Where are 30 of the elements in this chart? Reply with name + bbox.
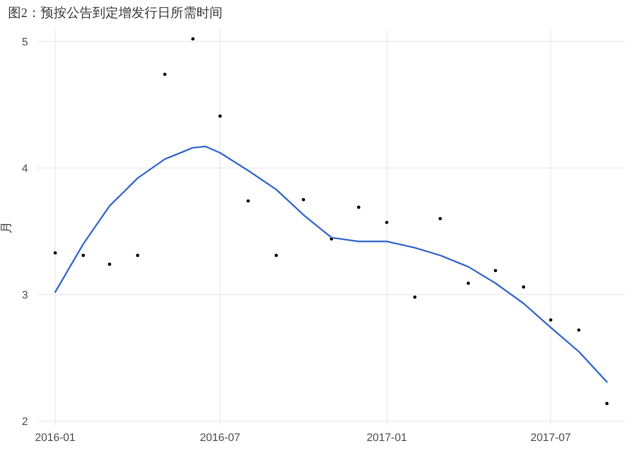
point [108, 262, 112, 266]
point [413, 296, 416, 299]
y-tick-label: 5 [22, 36, 28, 48]
x-tick-label: 2017-01 [366, 432, 407, 444]
point [577, 328, 580, 332]
point [438, 217, 442, 220]
point [522, 285, 526, 289]
y-axis-title: 月 [0, 222, 13, 234]
x-tick-label: 2016-01 [35, 432, 76, 444]
x-tick-label: 2016-07 [200, 432, 240, 444]
point [302, 198, 306, 202]
point [385, 220, 388, 224]
point [163, 72, 166, 76]
point [357, 206, 360, 209]
y-tick-label: 4 [22, 162, 28, 175]
point [494, 268, 498, 272]
y-tick-label: 2 [22, 416, 28, 428]
chart-title: 图2：预按公告到定增发行日所需时间 [8, 5, 222, 20]
x-tick-label: 2017-07 [530, 432, 571, 444]
point [605, 402, 608, 406]
point [549, 318, 552, 322]
y-tick-label: 3 [22, 290, 28, 302]
point [191, 37, 195, 40]
point [274, 254, 278, 257]
point [136, 254, 140, 257]
point [218, 114, 222, 118]
point [246, 199, 250, 203]
point [54, 251, 57, 254]
point [466, 282, 470, 285]
point [82, 254, 85, 257]
